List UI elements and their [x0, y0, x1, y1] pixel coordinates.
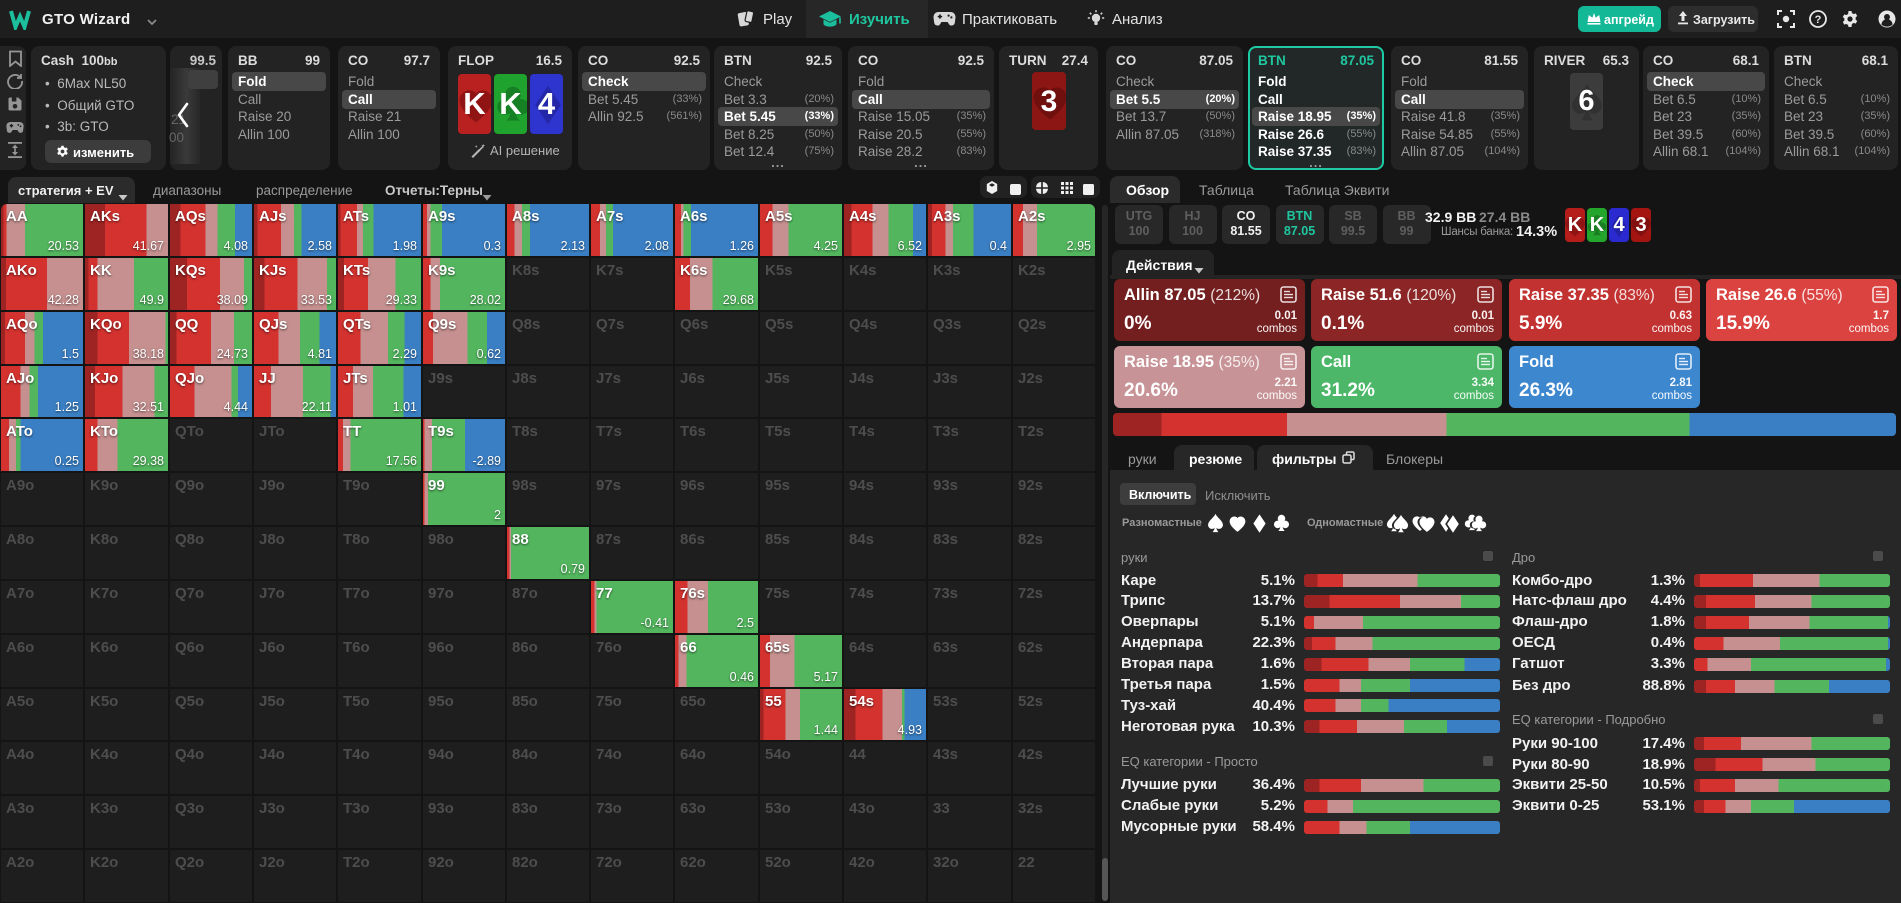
svg-text:?: ?	[1815, 14, 1822, 26]
